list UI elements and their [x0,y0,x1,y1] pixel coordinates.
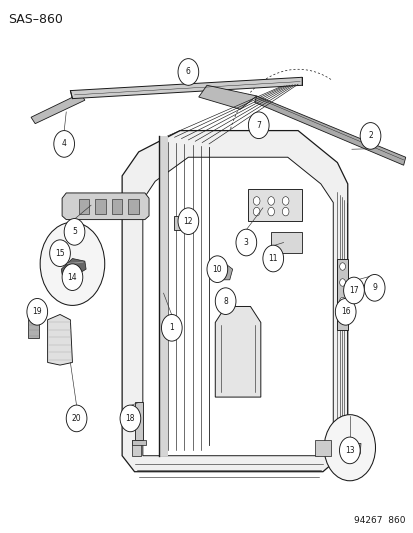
Polygon shape [122,131,347,472]
Text: 13: 13 [344,446,354,455]
Circle shape [66,405,87,432]
Circle shape [178,208,198,235]
Text: 9: 9 [371,284,376,292]
Polygon shape [28,317,39,338]
Circle shape [178,59,198,85]
Circle shape [339,297,345,305]
Circle shape [267,197,274,205]
FancyBboxPatch shape [95,199,105,214]
Circle shape [335,298,355,325]
Text: 20: 20 [71,414,81,423]
Text: 1: 1 [169,324,174,332]
Circle shape [323,415,375,481]
Polygon shape [254,96,405,165]
Circle shape [253,197,259,205]
Text: SAS–860: SAS–860 [8,13,63,26]
Polygon shape [198,85,256,109]
Text: 15: 15 [55,249,65,257]
Text: 4: 4 [62,140,66,148]
Circle shape [339,279,345,286]
Circle shape [206,256,227,282]
Circle shape [253,207,259,216]
Circle shape [262,245,283,272]
Circle shape [339,263,345,270]
Polygon shape [271,232,301,253]
Text: 7: 7 [256,121,261,130]
Polygon shape [70,77,301,99]
Polygon shape [248,189,301,221]
Circle shape [363,274,384,301]
FancyBboxPatch shape [78,199,89,214]
Text: 14: 14 [67,273,77,281]
Text: 6: 6 [185,68,190,76]
Circle shape [339,313,345,321]
Circle shape [40,222,104,305]
Circle shape [339,437,359,464]
Circle shape [161,314,182,341]
Text: 5: 5 [72,228,77,236]
Circle shape [248,112,268,139]
Polygon shape [345,443,360,454]
Circle shape [282,197,288,205]
Circle shape [62,264,83,290]
Text: 19: 19 [32,308,42,316]
Circle shape [120,405,140,432]
Polygon shape [62,193,149,220]
FancyBboxPatch shape [128,199,138,214]
Circle shape [235,229,256,256]
Text: 11: 11 [268,254,277,263]
Text: 8: 8 [223,297,228,305]
Text: 10: 10 [212,265,222,273]
Polygon shape [134,402,142,440]
Polygon shape [314,440,330,456]
Circle shape [343,277,363,304]
Polygon shape [173,216,186,230]
Circle shape [282,207,288,216]
Polygon shape [47,314,72,365]
Polygon shape [132,440,140,456]
FancyBboxPatch shape [112,199,122,214]
Polygon shape [61,259,86,276]
Text: 3: 3 [243,238,248,247]
Circle shape [359,123,380,149]
Circle shape [64,219,85,245]
Circle shape [27,298,47,325]
Text: 17: 17 [348,286,358,295]
Polygon shape [131,440,145,445]
Circle shape [267,207,274,216]
Polygon shape [215,306,260,397]
Polygon shape [159,136,167,456]
Circle shape [54,131,74,157]
Polygon shape [142,157,332,456]
Circle shape [50,240,70,266]
Polygon shape [31,93,85,124]
Text: 94267  860: 94267 860 [354,516,405,525]
Circle shape [215,288,235,314]
Polygon shape [337,259,347,330]
Text: 18: 18 [126,414,135,423]
Text: 16: 16 [340,308,350,316]
Text: 2: 2 [367,132,372,140]
Polygon shape [219,264,232,280]
Text: 12: 12 [183,217,192,225]
